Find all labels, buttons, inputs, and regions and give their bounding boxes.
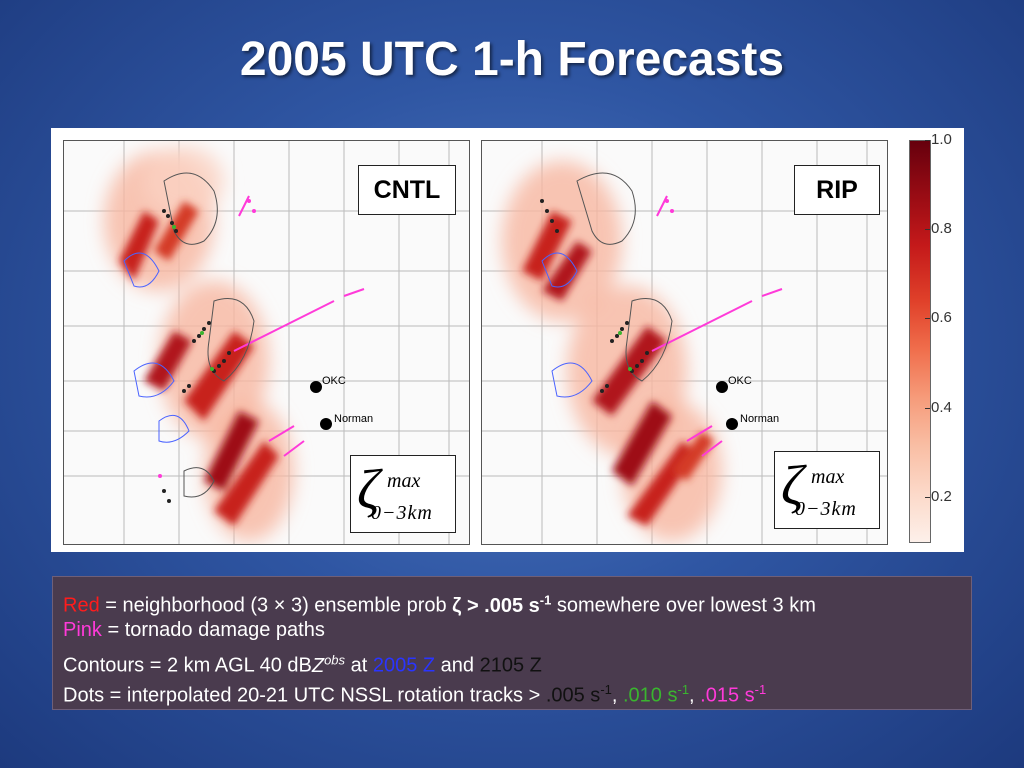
- reflectivity-contours: [576, 172, 673, 382]
- caption-value-magenta: .015 s: [700, 684, 755, 707]
- caption-text: somewhere over lowest 3 km: [551, 594, 816, 617]
- caption-text: Contours = 2 km AGL 40 dB: [63, 654, 312, 677]
- norman-label: Norman: [740, 413, 779, 425]
- caption-z: Z: [311, 654, 325, 677]
- colorbar-tick-label: 1.0: [931, 131, 952, 148]
- reflectivity-contours: [163, 172, 255, 498]
- caption-box: Red = neighborhood (3 × 3) ensemble prob…: [52, 576, 972, 710]
- forecast-figure: OKC Norman CNTL ζ max 0−3km: [51, 128, 964, 552]
- caption-sup: -1: [677, 682, 690, 697]
- map-rip-svg: OKC Norman: [482, 141, 887, 544]
- probability-swath-light: [104, 146, 294, 541]
- colorbar-tick-label: 0.8: [931, 220, 952, 237]
- zeta-symbol: ζ: [357, 459, 380, 521]
- reflectivity-contours-blue: [541, 252, 593, 398]
- caption-sep: ,: [611, 684, 623, 707]
- caption-text: at: [345, 654, 373, 677]
- colorbar-tick-label: 0.6: [931, 309, 952, 326]
- probability-swath-dark: [119, 201, 279, 526]
- panel-label-rip: RIP: [794, 165, 880, 215]
- caption-text: = neighborhood (3 × 3) ensemble prob: [99, 594, 453, 617]
- okc-marker: [310, 381, 322, 393]
- norman-marker: [320, 418, 332, 430]
- panel-label-cntl: CNTL: [358, 165, 456, 215]
- probability-swath-light: [502, 161, 722, 541]
- norman-label: Norman: [334, 413, 373, 425]
- okc-marker: [716, 381, 728, 393]
- zeta-subscript: 0−3km: [371, 502, 433, 524]
- caption-text: and: [435, 654, 480, 677]
- zeta-annotation-cntl: ζ max 0−3km: [350, 455, 456, 533]
- caption-sup: -1: [539, 592, 552, 607]
- caption-value-green: .010 s: [623, 684, 678, 707]
- caption-line-3: Contours = 2 km AGL 40 dBZobs at 2005 Z …: [63, 645, 961, 677]
- caption-black-time: 2105 Z: [479, 654, 542, 677]
- caption-pink-word: Pink: [63, 619, 102, 641]
- caption-red-word: Red: [63, 594, 100, 617]
- caption-blue-time: 2005 Z: [372, 654, 436, 677]
- okc-label: OKC: [728, 375, 752, 387]
- zeta-superscript: max: [811, 466, 845, 488]
- map-panel-cntl: OKC Norman CNTL ζ max 0−3km: [63, 140, 470, 545]
- caption-line-1: Red = neighborhood (3 × 3) ensemble prob…: [63, 585, 961, 617]
- caption-sup: -1: [600, 682, 612, 697]
- rotation-track-dots: [158, 199, 256, 503]
- zeta-superscript: max: [387, 470, 421, 492]
- caption-line-4: Dots = interpolated 20-21 UTC NSSL rotat…: [63, 675, 961, 707]
- norman-marker: [726, 418, 738, 430]
- zeta-subscript: 0−3km: [795, 498, 857, 520]
- caption-sup: -1: [754, 682, 767, 697]
- tornado-damage-paths: [233, 195, 365, 457]
- probability-colorbar: [909, 140, 931, 543]
- map-panel-rip: OKC Norman RIP ζ max 0−3km: [481, 140, 888, 545]
- probability-swath-dark: [522, 211, 714, 526]
- tornado-damage-paths: [651, 195, 783, 457]
- okc-label: OKC: [322, 375, 346, 387]
- map-cntl-svg: OKC Norman: [64, 141, 469, 544]
- reflectivity-contours-blue: [123, 252, 190, 443]
- caption-value-black: .005 s: [545, 684, 601, 707]
- caption-sep: ,: [689, 684, 701, 707]
- slide-title: 2005 UTC 1-h Forecasts: [239, 33, 785, 86]
- caption-text: Dots = interpolated 20-21 UTC NSSL rotat…: [63, 684, 546, 707]
- caption-threshold: ζ > .005 s: [452, 594, 540, 617]
- caption-z-sup: obs: [324, 652, 346, 667]
- zeta-annotation-rip: ζ max 0−3km: [774, 451, 880, 529]
- caption-text: = tornado damage paths: [101, 619, 325, 641]
- zeta-symbol: ζ: [781, 455, 804, 517]
- colorbar-tick-label: 0.4: [931, 399, 952, 416]
- caption-line-2: Pink = tornado damage paths: [63, 615, 961, 645]
- rotation-track-dots: [540, 199, 674, 393]
- colorbar-tick-label: 0.2: [931, 488, 952, 505]
